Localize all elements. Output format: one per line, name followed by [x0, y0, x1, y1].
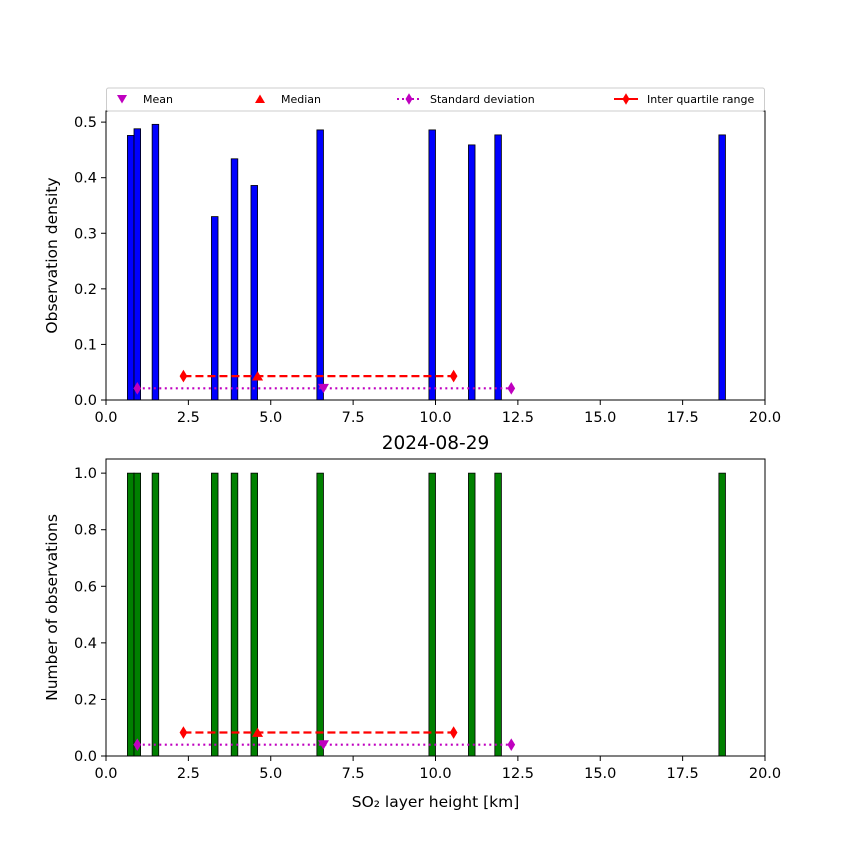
- inter-quartile-range-marker-1: [179, 369, 188, 383]
- count-y-axis: 0.0 0.2 0.4 0.6 0.8 1.0: [74, 466, 106, 765]
- bar-7: [316, 129, 324, 401]
- bar-4: [211, 472, 219, 757]
- count-bars: [127, 472, 726, 757]
- count-statistics: [133, 726, 516, 752]
- density-statistics: [133, 369, 516, 395]
- bar-3: [151, 123, 160, 401]
- legend-item-mean: Mean: [117, 93, 173, 106]
- x-tick-label: 17.5: [666, 410, 698, 426]
- x-tick-label: 12.5: [502, 766, 534, 782]
- y-tick-label: 0.5: [74, 115, 97, 131]
- x-tick-label: 7.5: [342, 766, 365, 782]
- x-tick-label: 5.0: [259, 766, 282, 782]
- y-tick-label: 0.0: [74, 393, 97, 409]
- x-tick-label: 0.0: [94, 410, 117, 426]
- count-x-axis-label: SO₂ layer height [km]: [352, 793, 520, 811]
- bar-2: [133, 472, 141, 757]
- y-tick-label: 0.2: [74, 692, 97, 708]
- legend-label: Standard deviation: [430, 93, 535, 106]
- bar-10: [494, 134, 502, 401]
- y-tick-label: 0.1: [74, 337, 97, 353]
- legend: Mean Median Standard deviation Inter quarti…: [106, 87, 765, 112]
- x-tick-label: 2.5: [177, 766, 200, 782]
- bar-11: [718, 134, 726, 401]
- y-tick-label: 0.8: [74, 523, 97, 539]
- x-tick-label: 7.5: [342, 410, 365, 426]
- density-y-axis: 0.0 0.1 0.2 0.3 0.4 0.5: [74, 115, 106, 409]
- median-marker: [252, 727, 264, 737]
- legend-label: Mean: [143, 93, 173, 106]
- mean-marker: [317, 740, 329, 750]
- x-tick-label: 0.0: [94, 766, 117, 782]
- y-tick-label: 0.4: [74, 636, 97, 652]
- legend-label: Median: [281, 93, 321, 106]
- bar-4: [211, 216, 219, 401]
- y-tick-label: 0.0: [74, 749, 97, 765]
- y-tick-label: 1.0: [74, 466, 97, 482]
- bar-8: [428, 129, 436, 401]
- bar-11: [718, 472, 726, 757]
- median-marker: [252, 371, 264, 381]
- x-tick-label: 20.0: [749, 766, 781, 782]
- y-tick-label: 0.2: [74, 282, 97, 298]
- bar-6: [250, 472, 258, 757]
- density-x-axis: 0.0 2.5 5.0 7.5 10.0 12.5 15.0 17.5 20.0: [94, 400, 781, 426]
- legend-label: Inter quartile range: [647, 93, 754, 106]
- legend-item-standard-deviation: Standard deviation: [397, 93, 535, 106]
- bar-10: [494, 472, 502, 757]
- count-chart-title: 2024-08-29: [382, 433, 490, 454]
- bar-6: [250, 185, 258, 401]
- inter-quartile-range-marker-2: [449, 369, 458, 383]
- y-tick-label: 0.3: [74, 226, 97, 242]
- bar-1: [127, 135, 135, 401]
- standard-deviation-marker-1: [133, 382, 142, 395]
- count-y-axis-label: Number of observations: [43, 514, 61, 701]
- x-tick-label: 10.0: [419, 766, 451, 782]
- x-tick-label: 15.0: [584, 410, 616, 426]
- bar-8: [428, 472, 436, 757]
- legend-marker: [405, 93, 413, 105]
- bar-9: [468, 472, 476, 757]
- inter-quartile-range-marker-2: [449, 726, 458, 739]
- x-tick-label: 12.5: [502, 410, 534, 426]
- x-tick-label: 20.0: [749, 410, 781, 426]
- y-tick-label: 0.6: [74, 579, 97, 595]
- legend-item-inter-quartile-range: Inter quartile range: [614, 93, 754, 106]
- legend-marker: [622, 93, 630, 105]
- legend-marker: [117, 95, 127, 104]
- bar-9: [468, 144, 476, 401]
- standard-deviation-marker-1: [133, 738, 142, 752]
- standard-deviation-marker-2: [507, 382, 516, 395]
- x-tick-label: 17.5: [666, 766, 698, 782]
- mean-marker: [317, 383, 329, 394]
- x-tick-label: 5.0: [259, 410, 282, 426]
- count-chart-panel: 2024-08-29 0.0 2.5 5.0 7.5 10.0 12.5 15.0 17.5 2…: [43, 433, 781, 811]
- legend-marker: [255, 94, 265, 103]
- legend-box: [106, 87, 765, 112]
- density-y-axis-label: Observation density: [43, 177, 61, 333]
- x-tick-label: 2.5: [177, 410, 200, 426]
- bar-2: [133, 128, 141, 401]
- bar-3: [151, 472, 160, 757]
- bar-1: [127, 472, 135, 757]
- bar-5: [230, 472, 239, 757]
- bar-7: [316, 472, 324, 757]
- x-tick-label: 10.0: [419, 410, 451, 426]
- x-tick-label: 15.0: [584, 766, 616, 782]
- count-x-axis: 0.0 2.5 5.0 7.5 10.0 12.5 15.0 17.5 20.0: [94, 756, 781, 782]
- bar-5: [230, 158, 239, 401]
- standard-deviation-marker-2: [507, 738, 516, 752]
- inter-quartile-range-marker-1: [179, 726, 188, 739]
- legend-item-median: Median: [255, 93, 321, 106]
- y-tick-label: 0.4: [74, 171, 97, 187]
- density-chart-panel: 0.0 2.5 5.0 7.5 10.0 12.5 15.0 17.5 20.0 0.00.10…: [43, 110, 781, 426]
